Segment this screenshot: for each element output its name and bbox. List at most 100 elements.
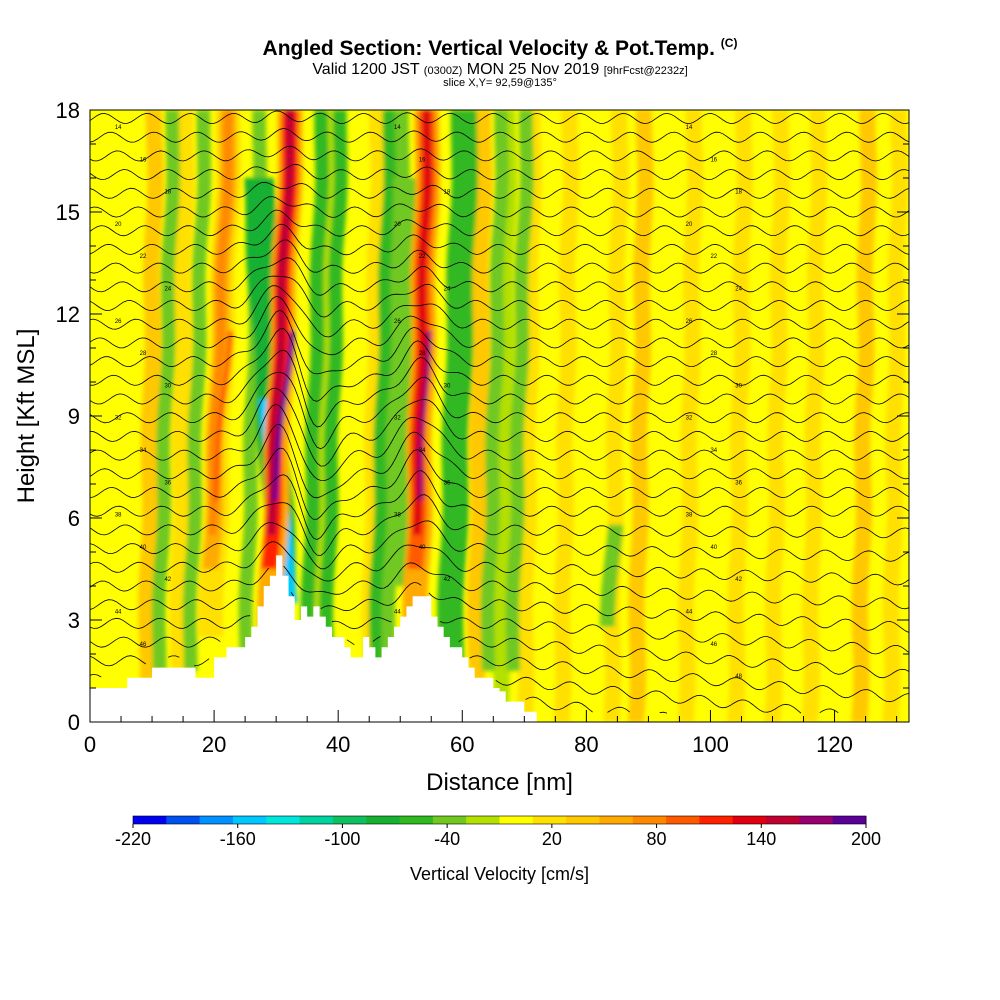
chart-title-tag: (C) xyxy=(720,36,738,50)
velocity-streak xyxy=(882,110,909,722)
colorbar: -220 -160 -100 -40 20 80 140 200 xyxy=(115,815,881,849)
colorbar-tick-label: -220 xyxy=(115,829,151,849)
colorbar-swatch xyxy=(799,816,834,824)
colorbar-tick-label: 20 xyxy=(542,829,562,849)
theta-contour xyxy=(90,655,909,703)
velocity-streak xyxy=(418,331,432,501)
velocity-streak xyxy=(168,110,195,722)
theta-contour xyxy=(90,209,909,237)
plot-area: 14 14 14 16 16 16 18 18 18 20 20 20 22 22 22 24 24 24 26 26… xyxy=(90,110,909,722)
colorbar-swatch xyxy=(699,816,734,824)
theta-contour xyxy=(90,387,909,467)
theta-label: 44 xyxy=(115,610,122,616)
velocity-field xyxy=(100,110,909,722)
theta-label: 32 xyxy=(394,416,401,422)
theta-label: 22 xyxy=(140,254,147,260)
theta-label: 46 xyxy=(140,642,147,648)
theta-label: 30 xyxy=(164,383,171,389)
subtitle-valid: Valid 1200 JST xyxy=(312,61,420,78)
chart-title: Angled Section: Vertical Velocity & Pot.… xyxy=(0,36,1000,61)
theta-label: 32 xyxy=(115,416,122,422)
theta-label: 38 xyxy=(115,513,122,519)
colorbar-swatch xyxy=(499,816,534,824)
colorbar-swatch xyxy=(232,816,267,824)
chart-slice-note: slice X,Y= 92,59@135° xyxy=(443,77,557,89)
velocity-streak xyxy=(182,110,212,671)
theta-label: 26 xyxy=(115,319,122,325)
theta-contours: 14 14 14 16 16 16 18 18 18 20 20 20 22 22 22 24 24 24 26 26… xyxy=(90,110,909,714)
y-tick-label: 9 xyxy=(68,404,80,429)
theta-label: 32 xyxy=(686,416,693,422)
theta-label: 38 xyxy=(686,513,693,519)
theta-contour xyxy=(90,309,909,375)
theta-contour xyxy=(90,615,909,655)
theta-label: 28 xyxy=(710,351,717,357)
x-tick-label: 100 xyxy=(692,732,729,757)
theta-contour xyxy=(90,520,909,570)
theta-label: 26 xyxy=(686,319,693,325)
colorbar-border xyxy=(132,815,867,825)
theta-label: 20 xyxy=(115,222,122,228)
theta-contour xyxy=(90,636,909,679)
colorbar-swatch xyxy=(299,816,334,824)
terrain xyxy=(90,555,909,722)
colorbar-tick-label: 200 xyxy=(851,829,881,849)
y-tick-label: 3 xyxy=(68,608,80,633)
theta-label: 40 xyxy=(419,545,426,551)
velocity-streak xyxy=(437,110,466,671)
colorbar-swatch xyxy=(133,816,167,824)
theta-label: 20 xyxy=(686,222,693,228)
theta-label: 30 xyxy=(444,383,451,389)
theta-label: 14 xyxy=(394,125,401,131)
theta-contour xyxy=(90,223,909,256)
theta-label: 36 xyxy=(444,480,451,486)
chart-subtitle: Valid 1200 JST (0300Z) MON 25 Nov 2019 [… xyxy=(0,61,1000,79)
theta-label: 40 xyxy=(710,545,717,551)
theta-contour xyxy=(90,403,909,482)
velocity-streak xyxy=(319,110,348,671)
velocity-streak xyxy=(553,110,580,722)
theta-contour xyxy=(90,541,909,586)
theta-contour xyxy=(525,696,668,714)
theta-label: 24 xyxy=(735,287,742,293)
theta-label: 18 xyxy=(164,190,171,196)
colorbar-tick-label: -100 xyxy=(324,829,360,849)
theta-contour xyxy=(90,470,909,540)
velocity-streak xyxy=(727,110,754,722)
y-tick-label: 12 xyxy=(56,302,80,327)
theta-label: 20 xyxy=(394,222,401,228)
theta-label: 24 xyxy=(444,287,451,293)
velocity-streak xyxy=(272,331,296,501)
theta-label: 18 xyxy=(735,190,742,196)
colorbar-swatch xyxy=(399,816,434,824)
theta-contour xyxy=(90,582,909,633)
y-tick-label: 18 xyxy=(56,98,80,123)
theta-label: 22 xyxy=(710,254,717,260)
theta-label: 26 xyxy=(394,319,401,325)
colorbar-swatch xyxy=(599,816,634,824)
theta-label: 28 xyxy=(140,351,147,357)
colorbar-tick-label: -40 xyxy=(434,829,460,849)
theta-contour xyxy=(90,371,909,450)
theta-contour xyxy=(90,127,909,143)
theta-label: 36 xyxy=(735,480,742,486)
theta-contour xyxy=(90,285,909,338)
y-tick-label: 15 xyxy=(56,200,80,225)
theta-label: 28 xyxy=(419,351,426,357)
colorbar-swatch xyxy=(832,816,867,824)
x-tick-label: 80 xyxy=(574,732,598,757)
velocity-streak xyxy=(677,110,704,722)
colorbar-swatch xyxy=(766,816,800,824)
subtitle-zulu: (0300Z) xyxy=(423,65,463,77)
x-tick-label: 40 xyxy=(326,732,350,757)
y-axis-label: Height [Kft MSL] xyxy=(13,329,40,504)
theta-contour xyxy=(90,295,909,356)
theta-label: 36 xyxy=(164,480,171,486)
x-tick-label: 0 xyxy=(84,732,96,757)
theta-contour xyxy=(90,257,909,296)
colorbar-tick-label: 80 xyxy=(647,829,667,849)
velocity-streak xyxy=(368,110,398,671)
velocity-streak xyxy=(851,110,878,722)
x-tick-label: 60 xyxy=(450,732,474,757)
